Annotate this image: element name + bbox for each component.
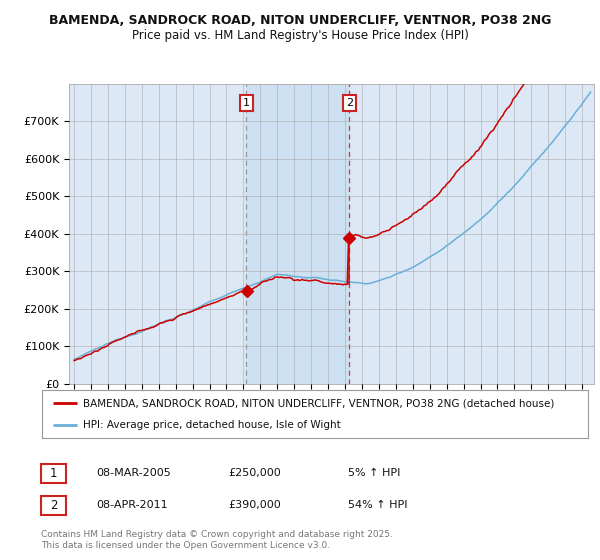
Text: Price paid vs. HM Land Registry's House Price Index (HPI): Price paid vs. HM Land Registry's House … — [131, 29, 469, 42]
Text: 2: 2 — [346, 98, 353, 108]
Text: £390,000: £390,000 — [228, 500, 281, 510]
Text: Contains HM Land Registry data © Crown copyright and database right 2025.: Contains HM Land Registry data © Crown c… — [41, 530, 392, 539]
Text: 08-APR-2011: 08-APR-2011 — [96, 500, 167, 510]
Text: 54% ↑ HPI: 54% ↑ HPI — [348, 500, 407, 510]
Text: BAMENDA, SANDROCK ROAD, NITON UNDERCLIFF, VENTNOR, PO38 2NG (detached house): BAMENDA, SANDROCK ROAD, NITON UNDERCLIFF… — [83, 398, 554, 408]
Text: 5% ↑ HPI: 5% ↑ HPI — [348, 468, 400, 478]
Text: £250,000: £250,000 — [228, 468, 281, 478]
Text: 08-MAR-2005: 08-MAR-2005 — [96, 468, 171, 478]
Text: 1: 1 — [243, 98, 250, 108]
Text: 2: 2 — [50, 498, 57, 512]
Text: BAMENDA, SANDROCK ROAD, NITON UNDERCLIFF, VENTNOR, PO38 2NG: BAMENDA, SANDROCK ROAD, NITON UNDERCLIFF… — [49, 14, 551, 27]
Text: This data is licensed under the Open Government Licence v3.0.: This data is licensed under the Open Gov… — [41, 541, 330, 550]
Bar — [247, 84, 349, 384]
Text: 1: 1 — [50, 466, 57, 480]
Text: HPI: Average price, detached house, Isle of Wight: HPI: Average price, detached house, Isle… — [83, 420, 341, 430]
